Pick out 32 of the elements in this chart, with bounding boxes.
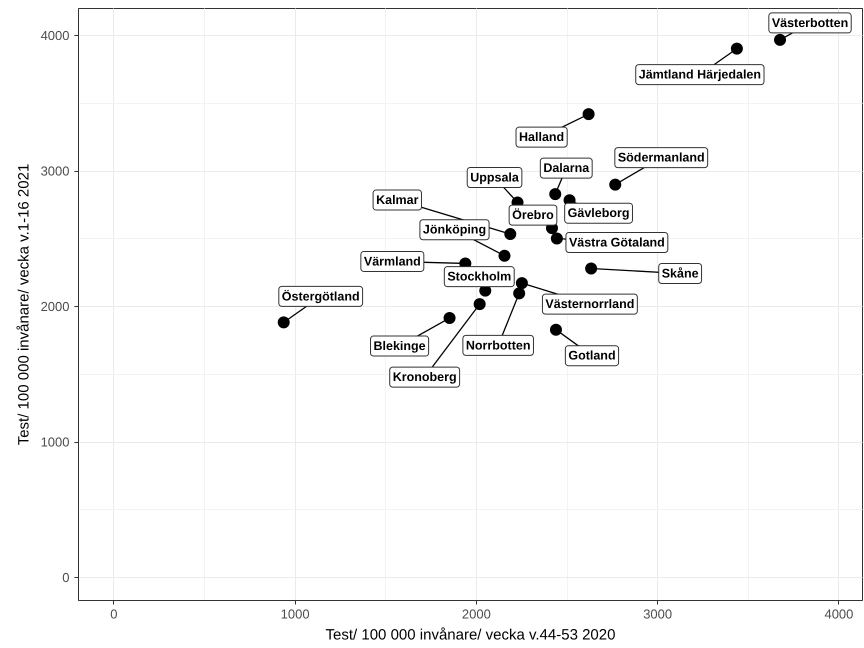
- annotation: Halland: [519, 130, 564, 144]
- annotation: Gotland: [568, 348, 616, 363]
- x-tick-label: 4000: [824, 606, 854, 622]
- annotation: Gävleborg: [568, 206, 630, 220]
- y-tick-label: 3000: [40, 164, 70, 179]
- annotation: Kalmar: [376, 193, 419, 208]
- x-axis-title: Test/ 100 000 invånare/ vecka v.44-53 2020: [326, 626, 616, 644]
- annotation: Stockholm: [447, 270, 512, 284]
- annotation: Örebro: [512, 208, 554, 222]
- annotation: Östergötland: [282, 289, 360, 304]
- annotation: Värmland: [364, 254, 421, 268]
- annotation: Skåne: [662, 266, 699, 280]
- annotation: Västernorrland: [545, 297, 634, 312]
- y-tick-label: 1000: [40, 434, 70, 450]
- annotation: Jönköping: [422, 222, 486, 237]
- annotation: Kronoberg: [392, 370, 457, 384]
- annotation: Södermanland: [618, 150, 705, 165]
- annotation: Dalarna: [543, 161, 590, 176]
- y-axis-title: Test/ 100 000 invånare/ vecka v.1-16 2021: [16, 164, 33, 446]
- annotation: Norrbotten: [466, 338, 530, 352]
- x-tick-label: 0: [110, 606, 118, 622]
- annotation: Blekinge: [374, 339, 426, 354]
- y-tick-label: 0: [62, 570, 70, 585]
- y-tick-label: 4000: [40, 28, 70, 44]
- x-tick-label: 2000: [462, 606, 491, 622]
- annotation: Jämtland Härjedalen: [638, 68, 762, 82]
- x-tick-label: 3000: [643, 606, 672, 622]
- annotation: Uppsala: [470, 170, 520, 184]
- annotation: Västra Götaland: [568, 236, 665, 250]
- y-tick-label: 2000: [40, 299, 70, 314]
- annotation: Västerbotten: [772, 16, 848, 30]
- x-tick-label: 1000: [280, 606, 310, 622]
